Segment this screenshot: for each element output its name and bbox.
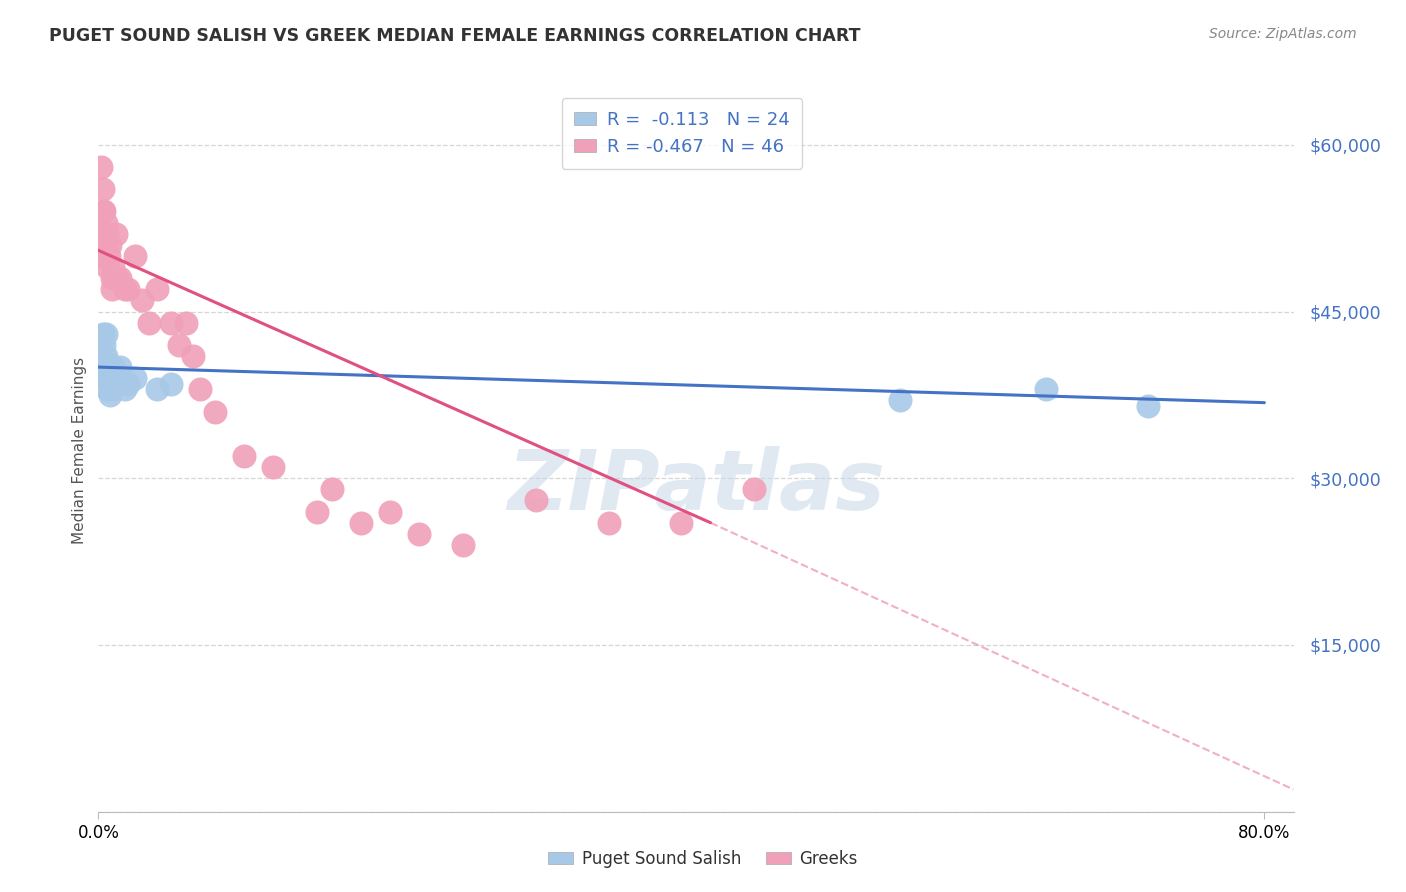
Point	[174, 316, 197, 330]
Point	[321, 483, 343, 497]
Point	[104, 227, 127, 241]
Point	[350, 516, 373, 530]
Text: PUGET SOUND SALISH VS GREEK MEDIAN FEMALE EARNINGS CORRELATION CHART: PUGET SOUND SALISH VS GREEK MEDIAN FEMAL…	[49, 27, 860, 45]
Point	[181, 349, 204, 363]
Point	[101, 360, 124, 375]
Point	[160, 376, 183, 391]
Point	[94, 216, 117, 230]
Point	[124, 249, 146, 263]
Point	[378, 505, 401, 519]
Point	[110, 360, 132, 375]
Point	[91, 227, 114, 241]
Point	[124, 371, 146, 385]
Point	[145, 282, 167, 296]
Point	[93, 227, 115, 241]
Point	[100, 271, 122, 285]
Point	[96, 260, 118, 274]
Legend: R =  -0.113   N = 24, R = -0.467   N = 46: R = -0.113 N = 24, R = -0.467 N = 46	[561, 98, 801, 169]
Point	[117, 376, 139, 391]
Point	[114, 282, 136, 296]
Point	[98, 237, 121, 252]
Point	[117, 282, 139, 296]
Point	[190, 382, 212, 396]
Point	[96, 382, 118, 396]
Point	[94, 349, 117, 363]
Point	[91, 182, 114, 196]
Point	[96, 354, 118, 368]
Point	[524, 493, 547, 508]
Point	[93, 204, 115, 219]
Point	[145, 382, 167, 396]
Point	[105, 271, 128, 285]
Point	[408, 526, 430, 541]
Text: Source: ZipAtlas.com: Source: ZipAtlas.com	[1209, 27, 1357, 41]
Point	[671, 516, 693, 530]
Point	[96, 227, 118, 241]
Point	[138, 316, 160, 330]
Point	[101, 260, 124, 274]
Point	[91, 204, 114, 219]
Point	[742, 483, 765, 497]
Point	[889, 393, 911, 408]
Point	[94, 237, 117, 252]
Point	[1035, 382, 1057, 396]
Point	[89, 360, 111, 375]
Point	[131, 293, 153, 308]
Text: ZIPatlas: ZIPatlas	[508, 446, 884, 527]
Point	[204, 404, 226, 418]
Point	[100, 382, 122, 396]
Point	[305, 505, 328, 519]
Point	[451, 538, 474, 552]
Point	[100, 282, 122, 296]
Point	[91, 326, 114, 341]
Point	[90, 227, 112, 241]
Point	[114, 382, 136, 396]
Point	[90, 349, 112, 363]
Point	[93, 371, 115, 385]
Point	[104, 366, 127, 380]
Point	[167, 338, 190, 352]
Point	[90, 160, 112, 174]
Point	[598, 516, 620, 530]
Point	[93, 338, 115, 352]
Point	[1136, 399, 1159, 413]
Point	[110, 271, 132, 285]
Point	[233, 449, 256, 463]
Point	[91, 360, 114, 375]
Point	[160, 316, 183, 330]
Legend: Puget Sound Salish, Greeks: Puget Sound Salish, Greeks	[541, 844, 865, 875]
Point	[262, 460, 284, 475]
Point	[89, 249, 111, 263]
Point	[98, 388, 121, 402]
Point	[97, 249, 120, 263]
Point	[103, 271, 125, 285]
Point	[97, 371, 120, 385]
Point	[94, 249, 117, 263]
Y-axis label: Median Female Earnings: Median Female Earnings	[72, 357, 87, 544]
Point	[94, 326, 117, 341]
